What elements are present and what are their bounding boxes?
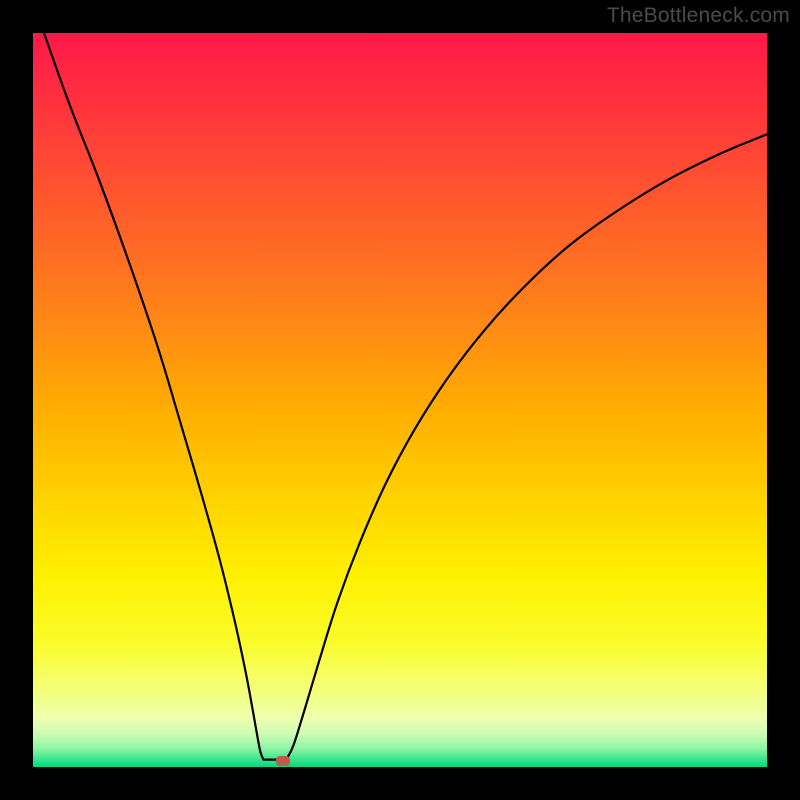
chart-frame: TheBottleneck.com [0, 0, 800, 800]
optimum-marker [276, 756, 290, 766]
watermark-text: TheBottleneck.com [607, 4, 790, 28]
bottleneck-curve [33, 33, 767, 767]
curve-path [44, 33, 767, 760]
plot-area [33, 33, 767, 767]
